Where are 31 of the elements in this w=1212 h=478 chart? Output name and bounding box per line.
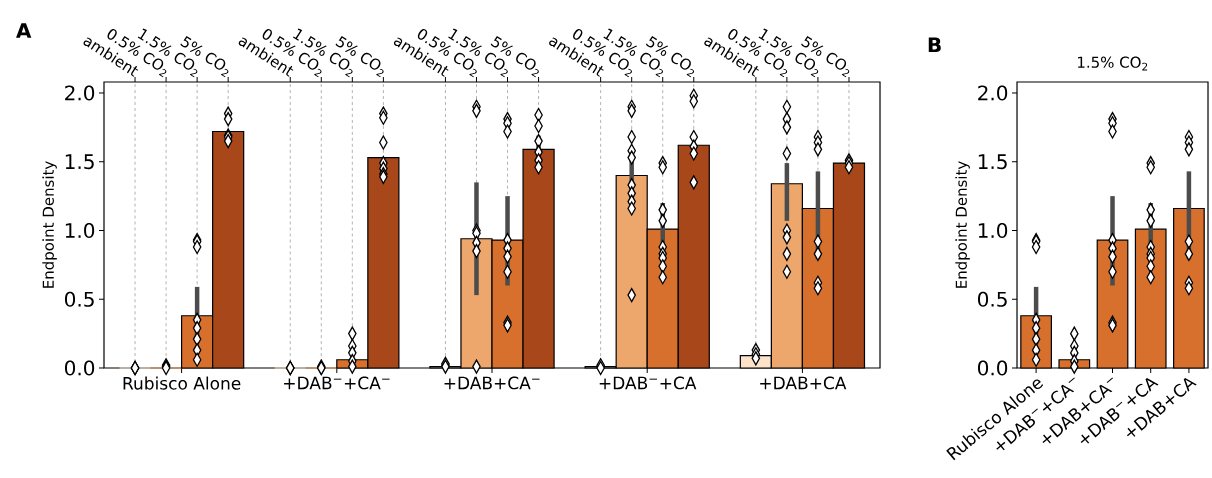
- text: 2: [345, 68, 353, 78]
- text: 2: [469, 68, 477, 78]
- y-tick-label: 2.0: [65, 85, 95, 101]
- x-tick-label: Rubisco Alone: [123, 376, 241, 390]
- text: 2: [655, 68, 663, 78]
- text: 2: [531, 68, 539, 78]
- y-tick-label: 1.5: [65, 154, 94, 170]
- y-tick-label: 1.0: [65, 222, 95, 239]
- x-tick-label: +DAB$^{−}$+CA$^{−}$: [284, 376, 390, 390]
- text: 2: [376, 68, 384, 78]
- chart-title: 1.5% CO$_{2}$: [1077, 56, 1148, 71]
- x-tick-label: +DAB$^{−}$+CA: [599, 376, 697, 390]
- x-tick-label: +DAB+CA$^{−}$: [444, 376, 540, 390]
- text: 2: [189, 68, 198, 78]
- text: 2: [686, 68, 695, 78]
- y-tick-label: 0.5: [978, 291, 1007, 307]
- y-tick-label: 0.5: [64, 291, 94, 307]
- text: 2: [314, 68, 322, 78]
- text: 2: [779, 68, 788, 78]
- y-axis-title: Endpoint Density: [955, 161, 970, 288]
- text: A: [16, 23, 32, 38]
- y-tick-label: 0.0: [978, 360, 1008, 376]
- y-tick-label: 1.5: [978, 154, 1007, 170]
- y-axis-title: Endpoint Density: [42, 161, 57, 288]
- text: B: [928, 37, 941, 53]
- x-tick-label: +DAB+CA: [760, 376, 847, 390]
- text: 2: [500, 68, 508, 78]
- y-tick-label: 0.0: [64, 360, 95, 376]
- y-tick-label: 2.0: [978, 85, 1008, 101]
- text: 2: [158, 68, 167, 78]
- y-tick-label: 1.0: [978, 222, 1008, 239]
